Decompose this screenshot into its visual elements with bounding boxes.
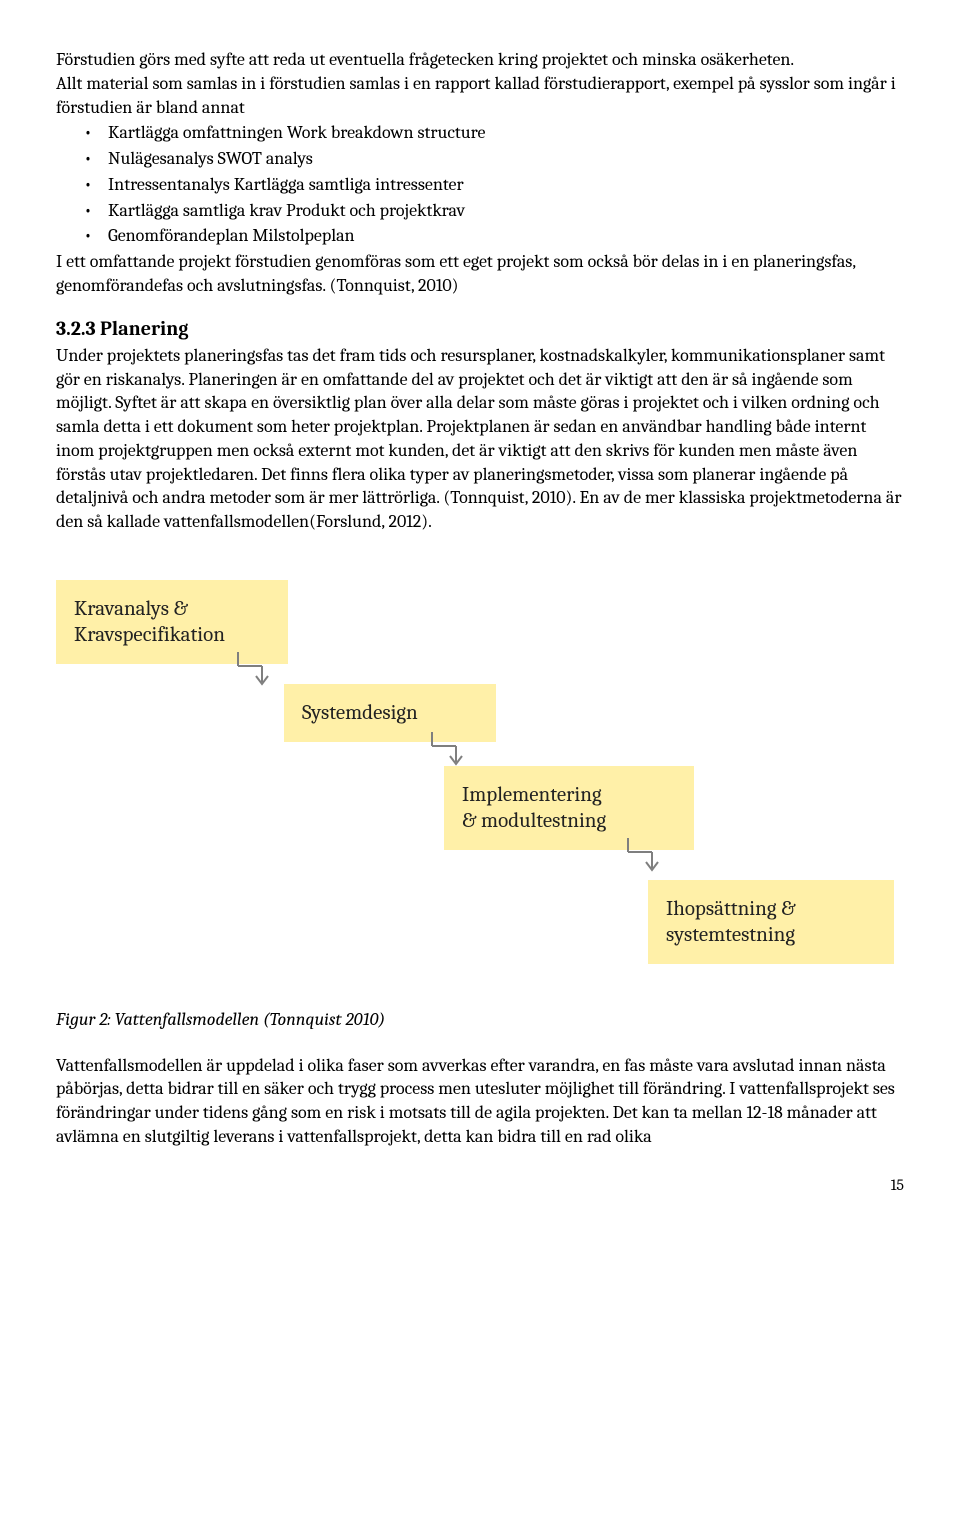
page-number: 15 — [56, 1175, 904, 1196]
bullet-item: Nulägesanalys SWOT analys — [108, 147, 904, 171]
intro-bullets: Kartlägga omfattningen Work breakdown st… — [56, 121, 904, 248]
figure-caption: Figur 2: Vattenfallsmodellen (Tonnquist … — [56, 1008, 904, 1032]
bullet-item: Kartlägga omfattningen Work breakdown st… — [108, 121, 904, 145]
intro-block: Förstudien görs med syfte att reda ut ev… — [56, 48, 904, 298]
intro-p1: Förstudien görs med syfte att reda ut ev… — [56, 49, 794, 70]
arrow-down-icon — [426, 726, 470, 770]
section-body: Under projektets planeringsfas tas det f… — [56, 344, 904, 534]
arrow-down-icon — [232, 646, 276, 690]
waterfall-diagram: Kravanalys &KravspecifikationSystemdesig… — [56, 580, 904, 980]
bullet-item: Genomförandeplan Milstolpeplan — [108, 224, 904, 248]
waterfall-step-3: Ihopsättning &systemtestning — [648, 880, 894, 965]
intro-p3: I ett omfattande projekt förstudien geno… — [56, 251, 856, 296]
bullet-item: Kartlägga samtliga krav Produkt och proj… — [108, 199, 904, 223]
arrow-down-icon — [622, 832, 666, 876]
closing-paragraph: Vattenfallsmodellen är uppdelad i olika … — [56, 1054, 904, 1149]
section-heading: 3.2.3 Planering — [56, 316, 904, 342]
bullet-item: Intressentanalys Kartlägga samtliga intr… — [108, 173, 904, 197]
intro-p2: Allt material som samlas in i förstudien… — [56, 73, 896, 118]
